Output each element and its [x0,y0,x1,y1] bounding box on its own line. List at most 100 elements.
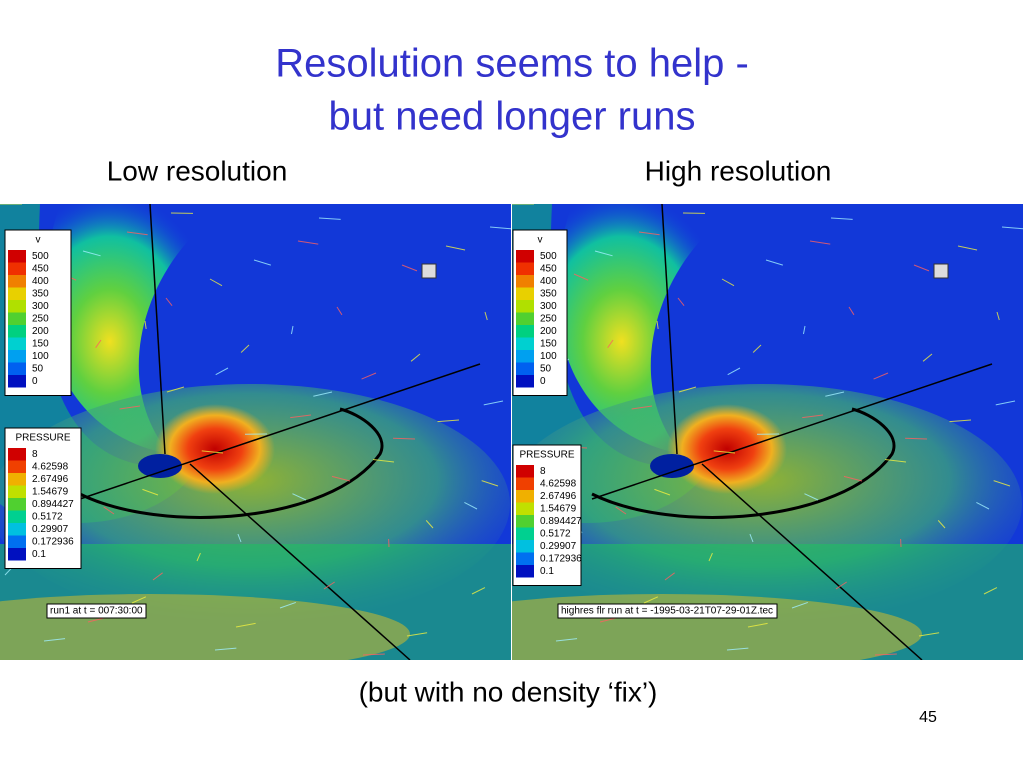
legend-label: 2.67496 [540,491,577,502]
legend-label: 2.67496 [32,474,69,485]
legend-label: 4.62598 [32,461,69,472]
title-line: but need longer runs [329,95,696,139]
legend-swatch [8,275,26,288]
legend-label: 250 [32,313,49,324]
legend-label: 200 [32,326,49,337]
legend-swatch [516,275,534,288]
legend-swatch [8,300,26,313]
legend-label: 0 [540,376,546,387]
legend-label: 0.5172 [32,511,63,522]
legend-label: 400 [540,276,557,287]
legend-label: 250 [540,313,557,324]
legend-swatch [8,350,26,363]
legend-label: 500 [32,251,49,262]
legend-label: 200 [540,326,557,337]
legend-swatch [8,536,26,549]
legend-label: 0.894427 [32,499,74,510]
legend-swatch [516,300,534,313]
orientation-cube [422,264,436,278]
legend-swatch [516,465,534,478]
legend-label: 0.1 [540,566,554,577]
pressure-blob [155,404,275,494]
legend-label: 0 [32,376,38,387]
legend-label: 1.54679 [32,486,69,497]
legend-swatch [516,338,534,351]
legend-swatch [8,548,26,561]
legend-swatch [516,350,534,363]
legend-label: 350 [32,288,49,299]
pressure-blob [667,404,787,494]
legend-label: 350 [540,288,557,299]
flow-arrow [905,438,927,439]
legend-label: 8 [540,466,546,477]
legend-swatch [8,473,26,486]
legend-swatch [8,263,26,276]
legend-swatch [8,325,26,338]
panel-heading: Low resolution [107,155,288,186]
legend-label: 0.29907 [32,524,69,535]
legend-swatch [8,498,26,511]
flow-arrow [393,438,415,439]
caption: (but with no density ‘fix’) [359,676,658,707]
timestamp: run1 at t = 007:30:00 [50,606,143,617]
legend-swatch [516,540,534,553]
legend-label: 100 [32,351,49,362]
title-line: Resolution seems to help - [275,42,749,86]
legend-swatch [516,478,534,491]
planet-shadow [138,454,182,478]
legend-swatch [8,338,26,351]
legend-label: 4.62598 [540,478,577,489]
legend-swatch [516,325,534,338]
legend-label: 150 [32,338,49,349]
legend-label: 450 [32,263,49,274]
legend-swatch [8,363,26,376]
legend-label: 300 [32,301,49,312]
legend-label: 150 [540,338,557,349]
legend-swatch [516,250,534,263]
timestamp: highres flr run at t = -1995-03-21T07-29… [561,606,773,617]
legend-label: 300 [540,301,557,312]
panel-heading: High resolution [645,155,832,186]
legend-swatch [516,565,534,578]
legend-swatch [8,448,26,461]
legend-title: v [36,235,41,246]
legend-swatch [8,523,26,536]
simulation-image: v500450400350300250200150100500PRESSURE8… [0,204,511,674]
legend-label: 0.172936 [32,536,74,547]
legend-swatch [8,313,26,326]
legend-label: 0.29907 [540,541,577,552]
legend-label: 100 [540,351,557,362]
legend-title: v [538,235,543,246]
legend-label: 0.1 [32,549,46,560]
orientation-cube [934,264,948,278]
legend-label: 8 [32,449,38,460]
legend-swatch [8,288,26,301]
legend-label: 0.5172 [540,528,571,539]
legend-swatch [8,461,26,474]
legend-swatch [516,263,534,276]
legend-swatch [516,490,534,503]
legend-label: 0.894427 [540,516,582,527]
legend-swatch [516,288,534,301]
legend-swatch [8,250,26,263]
legend-swatch [516,313,534,326]
legend-label: 1.54679 [540,503,577,514]
legend-swatch [516,515,534,528]
legend-label: 450 [540,263,557,274]
page-number: 45 [919,709,937,726]
legend-swatch [516,553,534,566]
legend-title: PRESSURE [15,433,70,444]
legend-label: 50 [32,363,44,374]
legend-title: PRESSURE [519,450,574,461]
legend-swatch [8,511,26,524]
planet-shadow [650,454,694,478]
legend-swatch [8,375,26,388]
legend-label: 50 [540,363,552,374]
legend-swatch [8,486,26,499]
legend-label: 500 [540,251,557,262]
legend-swatch [516,503,534,516]
legend-swatch [516,363,534,376]
legend-label: 400 [32,276,49,287]
